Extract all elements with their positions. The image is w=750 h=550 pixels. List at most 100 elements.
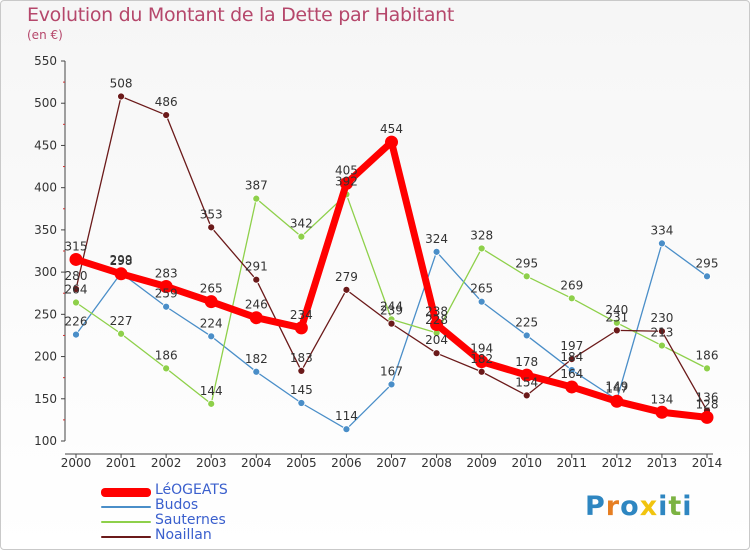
data-point bbox=[207, 223, 216, 232]
data-point bbox=[294, 321, 308, 335]
y-tick-label: 550 bbox=[34, 54, 57, 68]
data-point bbox=[477, 297, 486, 306]
data-point bbox=[612, 318, 621, 327]
data-label: 392 bbox=[335, 174, 358, 188]
data-point bbox=[567, 294, 576, 303]
data-point bbox=[522, 391, 531, 400]
data-point bbox=[249, 311, 263, 325]
x-tick-label: 2003 bbox=[196, 456, 227, 470]
logo-letter: P bbox=[585, 491, 606, 522]
x-tick-label: 2006 bbox=[331, 456, 362, 470]
y-tick-label: 500 bbox=[34, 96, 57, 110]
legend-swatch bbox=[101, 521, 151, 523]
data-label: 204 bbox=[425, 333, 448, 347]
data-label: 280 bbox=[65, 269, 88, 283]
data-label: 283 bbox=[155, 266, 178, 280]
data-label: 226 bbox=[65, 315, 88, 329]
data-point bbox=[339, 176, 353, 190]
data-label: 259 bbox=[155, 287, 178, 301]
data-point bbox=[610, 394, 624, 408]
data-label: 178 bbox=[515, 355, 538, 369]
data-point bbox=[658, 327, 666, 336]
data-point bbox=[430, 317, 444, 331]
data-label: 224 bbox=[200, 316, 223, 330]
data-label: 186 bbox=[155, 348, 178, 362]
y-tick-label: 100 bbox=[34, 434, 57, 448]
data-label: 134 bbox=[650, 392, 673, 406]
data-label: 508 bbox=[110, 76, 133, 90]
data-label: 454 bbox=[380, 122, 403, 136]
data-point bbox=[252, 367, 261, 376]
data-label: 328 bbox=[470, 228, 493, 242]
data-label: 324 bbox=[425, 232, 448, 246]
data-point bbox=[703, 364, 711, 373]
y-tick-label: 350 bbox=[34, 223, 57, 237]
legend-label: Sauternes bbox=[155, 512, 226, 528]
data-label: 315 bbox=[65, 239, 88, 253]
data-label: 186 bbox=[696, 348, 719, 362]
data-point bbox=[475, 355, 489, 369]
data-point bbox=[114, 267, 128, 281]
data-point bbox=[117, 92, 125, 101]
data-label: 486 bbox=[155, 95, 178, 109]
data-label: 239 bbox=[380, 304, 403, 318]
x-tick-label: 2000 bbox=[61, 456, 92, 470]
data-label: 246 bbox=[245, 298, 268, 312]
data-label: 197 bbox=[560, 339, 583, 353]
data-label: 240 bbox=[605, 303, 628, 317]
logo-letter: i bbox=[682, 491, 693, 522]
data-label: 264 bbox=[65, 283, 88, 297]
data-label: 184 bbox=[560, 350, 583, 364]
data-label: 149 bbox=[605, 380, 628, 394]
data-label: 228 bbox=[425, 313, 448, 327]
data-label: 405 bbox=[335, 163, 358, 177]
data-point bbox=[342, 425, 351, 434]
data-label: 227 bbox=[110, 314, 133, 328]
data-point bbox=[204, 295, 218, 309]
data-point bbox=[520, 368, 534, 382]
x-tick-label: 2004 bbox=[241, 456, 272, 470]
data-point bbox=[252, 194, 261, 203]
data-label: 298 bbox=[110, 254, 133, 268]
data-label: 342 bbox=[290, 217, 313, 231]
data-point bbox=[522, 331, 531, 340]
data-point bbox=[162, 111, 171, 119]
data-point bbox=[385, 135, 398, 149]
data-point bbox=[117, 329, 125, 338]
legend-swatch bbox=[101, 487, 151, 497]
y-tick-label: 250 bbox=[34, 307, 57, 321]
data-point bbox=[612, 326, 621, 335]
logo-letter: r bbox=[605, 491, 621, 522]
data-label: 353 bbox=[200, 207, 223, 221]
legend-label: LéOGEATS bbox=[155, 482, 228, 498]
data-label: 238 bbox=[425, 304, 448, 318]
data-label: 182 bbox=[470, 352, 493, 366]
data-label: 334 bbox=[650, 223, 673, 237]
data-point bbox=[567, 366, 576, 374]
data-point bbox=[297, 232, 306, 241]
data-point bbox=[567, 355, 576, 363]
data-point bbox=[432, 247, 441, 256]
data-point bbox=[658, 239, 666, 248]
data-label: 154 bbox=[515, 375, 538, 389]
x-tick-label: 2005 bbox=[286, 456, 317, 470]
x-tick-label: 2009 bbox=[466, 456, 497, 470]
data-label: 265 bbox=[200, 282, 223, 296]
data-label: 387 bbox=[245, 179, 268, 193]
logo-letter: o bbox=[620, 491, 640, 522]
legend-label: Budos bbox=[155, 497, 199, 513]
x-tick-label: 2013 bbox=[647, 456, 678, 470]
x-tick-label: 2011 bbox=[557, 456, 588, 470]
proxiti-logo: Proxiti bbox=[585, 491, 693, 522]
data-point bbox=[297, 367, 306, 375]
data-label: 128 bbox=[696, 397, 719, 411]
data-label: 225 bbox=[515, 315, 538, 329]
data-point bbox=[432, 349, 441, 358]
logo-letter: t bbox=[668, 491, 683, 522]
data-point bbox=[700, 410, 714, 424]
data-label: 136 bbox=[696, 391, 719, 405]
data-point bbox=[477, 244, 486, 253]
data-label: 164 bbox=[560, 367, 583, 381]
data-label: 231 bbox=[605, 310, 628, 324]
